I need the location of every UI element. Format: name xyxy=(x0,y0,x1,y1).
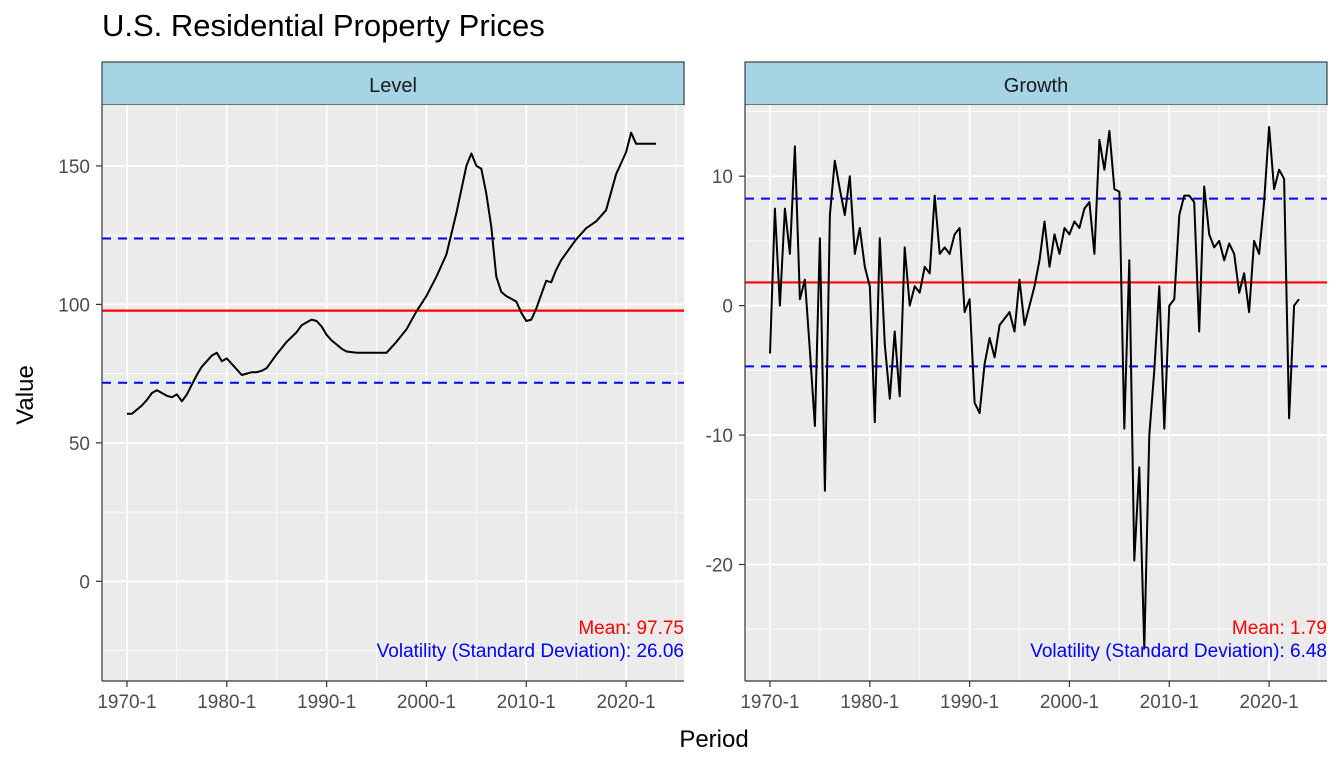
series-line-level xyxy=(127,131,656,415)
axis-ticks-level: 1970-1 1980-1 1990-1 2000-1 2010-1 2020-1 0 50 1… xyxy=(58,157,655,713)
x-tick-label-growth: 2010-1 xyxy=(1140,692,1199,713)
y-tick-label-level: 100 xyxy=(58,295,90,316)
plot-area-level xyxy=(102,105,684,681)
x-tick-label-growth: 2020-1 xyxy=(1240,692,1299,713)
mean-annotation-level: Mean: 97.75 xyxy=(578,618,684,639)
x-tick-label-growth: 2000-1 xyxy=(1040,692,1099,713)
x-tick-label-level: 2010-1 xyxy=(497,692,556,713)
facet-strip-growth xyxy=(744,61,1328,106)
grid-level xyxy=(102,105,684,681)
y-tick-label-growth: 10 xyxy=(712,167,733,188)
x-tick-label-level: 2000-1 xyxy=(397,692,456,713)
y-tick-label-level: 150 xyxy=(58,157,90,178)
mean-annotation-growth: Mean: 1.79 xyxy=(1232,618,1327,639)
series-line-growth xyxy=(769,126,1300,650)
x-tick-label-level: 1990-1 xyxy=(297,692,356,713)
volatility-annotation-level: Volatility (Standard Deviation): 26.06 xyxy=(377,641,684,662)
facet-label-growth: Growth xyxy=(1004,75,1068,97)
y-tick-label-level: 50 xyxy=(69,434,90,455)
grid-growth xyxy=(745,105,1327,681)
x-tick-label-growth: 1990-1 xyxy=(940,692,999,713)
chart-title: U.S. Residential Property Prices xyxy=(102,8,545,43)
x-tick-label-growth: 1980-1 xyxy=(840,692,899,713)
axis-ticks-growth: 1970-1 1980-1 1990-1 2000-1 2010-1 2020-1 -20 -… xyxy=(706,167,1299,713)
series-level xyxy=(127,131,656,415)
x-axis-title: Period xyxy=(679,726,749,753)
facet-label-level: Level xyxy=(369,75,417,97)
reference-lines-level xyxy=(102,237,684,384)
y-tick-label-growth: 0 xyxy=(722,297,733,318)
y-tick-label-growth: -20 xyxy=(706,556,733,577)
panel-growth: Growth 1970-1 1980-1 1990-1 2000-1 2010-1 202… xyxy=(706,61,1328,713)
x-tick-label-level: 1980-1 xyxy=(197,692,256,713)
x-tick-label-growth: 1970-1 xyxy=(740,692,799,713)
volatility-annotation-growth: Volatility (Standard Deviation): 6.48 xyxy=(1030,641,1327,662)
x-tick-label-level: 1970-1 xyxy=(97,692,156,713)
y-tick-label-growth: -10 xyxy=(706,426,733,447)
x-tick-label-level: 2020-1 xyxy=(597,692,656,713)
panel-level: Level 1970-1 1980-1 1990-1 2000-1 2010-1 2020… xyxy=(58,61,685,713)
y-tick-label-level: 0 xyxy=(79,572,90,593)
series-growth xyxy=(769,126,1300,650)
